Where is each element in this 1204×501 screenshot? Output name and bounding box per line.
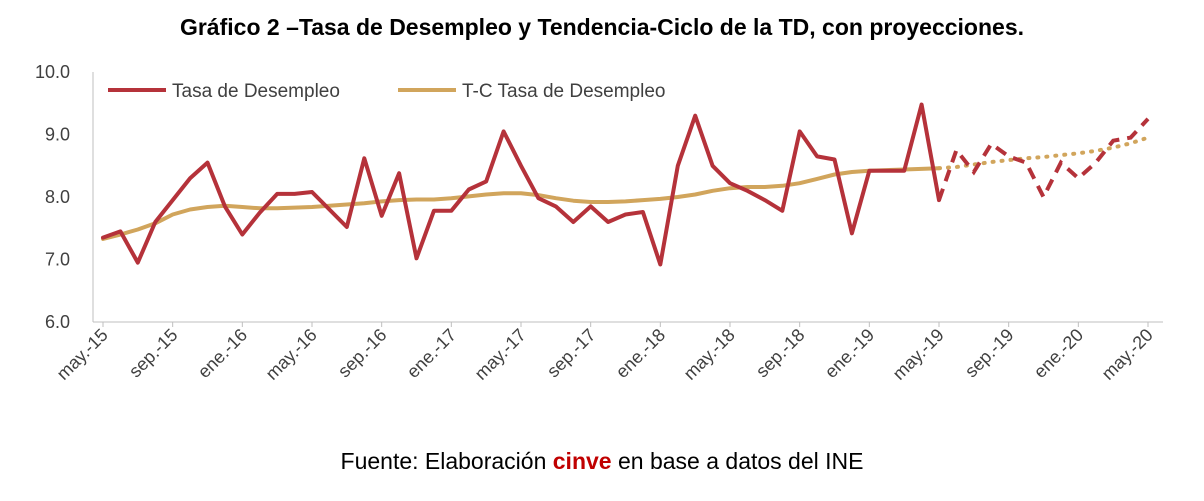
x-tick-label: may.-19 <box>889 325 948 384</box>
y-axis-labels: 6.0 7.0 8.0 9.0 10.0 <box>35 62 70 332</box>
x-tick-label: may.-18 <box>680 325 739 384</box>
x-tick-label: ene.-18 <box>612 325 669 382</box>
x-tick-label: sep.-15 <box>125 325 182 382</box>
source-highlight: cinve <box>552 448 612 474</box>
desempleo-line-projection <box>937 117 1150 202</box>
x-tick-label: ene.-16 <box>194 325 251 382</box>
series-tc <box>101 135 1150 241</box>
x-tick-label: may.-16 <box>262 325 321 384</box>
x-tick-label: sep.-16 <box>334 325 391 382</box>
desempleo-line-actual <box>101 102 941 267</box>
x-tick-label: sep.-19 <box>961 325 1018 382</box>
y-tick-label: 7.0 <box>45 250 70 270</box>
tc-line-actual <box>101 166 941 241</box>
source-prefix: Fuente: Elaboración <box>340 448 553 474</box>
chart-title: Gráfico 2 –Tasa de Desempleo y Tendencia… <box>179 14 1025 40</box>
y-tick-label: 9.0 <box>45 125 70 145</box>
x-axis-ticks <box>102 322 1149 327</box>
x-tick-label: may.-17 <box>471 325 530 384</box>
x-tick-label: ene.-19 <box>821 325 878 382</box>
x-tick-label: may.-20 <box>1098 325 1157 384</box>
source-note: Fuente: Elaboración cinve en base a dato… <box>0 448 1204 475</box>
x-axis-labels: may.-15 sep.-15 ene.-16 may.-16 sep.-16 ene.-… <box>53 325 1157 384</box>
x-tick-label: sep.-18 <box>752 325 809 382</box>
tc-line-projection <box>937 135 1150 171</box>
legend-label-tc: T-C Tasa de Desempleo <box>462 81 665 102</box>
x-tick-label: ene.-20 <box>1030 325 1087 382</box>
legend: Tasa de Desempleo T-C Tasa de Desempleo <box>108 81 665 102</box>
y-tick-label: 6.0 <box>45 312 70 332</box>
y-tick-label: 8.0 <box>45 187 70 207</box>
source-suffix: en base a datos del INE <box>611 448 864 474</box>
series-desempleo <box>101 102 1150 267</box>
x-tick-label: sep.-17 <box>543 325 600 382</box>
legend-label-desempleo: Tasa de Desempleo <box>172 81 340 102</box>
y-tick-label: 10.0 <box>35 62 70 82</box>
x-tick-label: may.-15 <box>53 325 112 384</box>
x-tick-label: ene.-17 <box>403 325 460 382</box>
